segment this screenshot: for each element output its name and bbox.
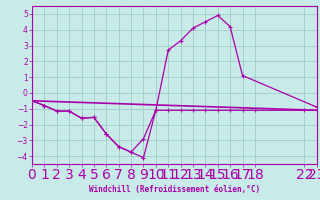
- X-axis label: Windchill (Refroidissement éolien,°C): Windchill (Refroidissement éolien,°C): [89, 185, 260, 194]
